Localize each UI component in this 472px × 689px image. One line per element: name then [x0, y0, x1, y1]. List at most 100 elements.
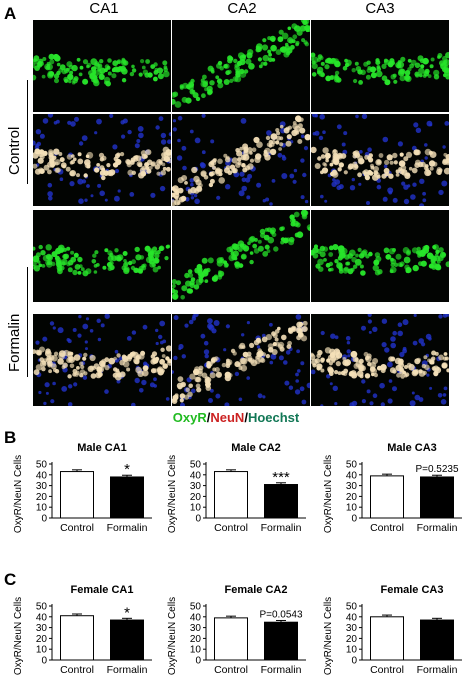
- y-tick-label: 10: [346, 645, 358, 656]
- micrograph-control-oxyr-ca1: [33, 20, 171, 112]
- bar-chart-2: Male CA2 OxyR/NeuN Cells 0 10 20 30 40 50 Contro…: [162, 440, 312, 547]
- panel-c-label: C: [4, 570, 17, 589]
- y-tick-label: 40: [346, 470, 358, 481]
- x-tick-label: Formalin: [417, 664, 458, 676]
- column-header-ca1: CA1: [89, 0, 119, 17]
- row-bracket-formalin: [27, 267, 28, 377]
- x-tick-label: Control: [370, 664, 404, 676]
- micrograph-control-merge-ca1: [33, 114, 171, 206]
- bar-chart-6: Female CA3 OxyR/NeuN Cells 0 10 20 30 40 50 Cont…: [318, 582, 468, 689]
- bar-control: [60, 615, 94, 661]
- y-tick-label: 50: [190, 460, 202, 471]
- x-tick-label: Formalin: [261, 522, 302, 534]
- micrograph-formalin-merge-ca2: [172, 314, 310, 406]
- y-axis-label: OxyR/NeuN Cells: [167, 597, 178, 675]
- stain-sep-1: /: [206, 410, 211, 425]
- y-tick-label: 10: [36, 645, 48, 656]
- y-axis-label: OxyR/NeuN Cells: [13, 455, 24, 533]
- y-tick-label: 30: [346, 481, 358, 492]
- panel-b-label: B: [4, 428, 17, 447]
- y-tick-label: 40: [36, 470, 48, 481]
- y-tick-label: 0: [351, 656, 357, 667]
- bar-formalin: [420, 619, 454, 661]
- y-tick-label: 20: [346, 492, 358, 503]
- bar-formalin: [264, 484, 298, 519]
- x-tick-label: Control: [60, 522, 94, 534]
- chart-title: Female CA1: [71, 584, 134, 596]
- y-tick-label: 0: [195, 656, 201, 667]
- row-bracket-control: [27, 80, 28, 184]
- y-tick-label: 50: [346, 460, 358, 471]
- y-tick-label: 10: [36, 503, 48, 514]
- stain-hoechst: Hoechst: [247, 410, 300, 425]
- y-axis-label: OxyR/NeuN Cells: [13, 597, 24, 675]
- y-tick-label: 20: [190, 492, 202, 503]
- chart-title: Male CA2: [231, 442, 281, 454]
- y-tick-label: 30: [36, 481, 48, 492]
- micrograph-formalin-merge-ca1: [33, 314, 171, 406]
- x-tick-label: Control: [214, 522, 248, 534]
- micrograph-formalin-oxyr-ca1: [33, 210, 171, 302]
- micrograph-control-oxyr-ca3: [311, 20, 449, 112]
- bar-chart-5: Female CA2 OxyR/NeuN Cells 0 10 20 30 40 50 Cont…: [162, 582, 312, 689]
- x-tick-label: Control: [60, 664, 94, 676]
- micrograph-control-merge-ca3: [311, 114, 449, 206]
- y-tick-label: 30: [190, 481, 202, 492]
- x-tick-label: Formalin: [417, 522, 458, 534]
- y-tick-label: 10: [346, 503, 358, 514]
- x-tick-label: Formalin: [107, 664, 148, 676]
- column-header-ca2: CA2: [227, 0, 257, 17]
- micrograph-control-oxyr-ca2: [172, 20, 310, 112]
- significance-annotation: ***: [272, 469, 290, 486]
- chart-title: Female CA2: [225, 584, 288, 596]
- y-tick-label: 30: [190, 623, 202, 634]
- stain-sep-2: /: [244, 410, 248, 425]
- significance-annotation: P=0.0543: [259, 609, 303, 620]
- y-axis-label: OxyR/NeuN Cells: [323, 455, 334, 533]
- bar-formalin: [264, 621, 298, 661]
- bar-formalin: [110, 476, 144, 519]
- y-tick-label: 50: [36, 602, 48, 613]
- bar-control: [214, 471, 248, 519]
- y-tick-label: 50: [36, 460, 48, 471]
- row-label-control: Control: [6, 126, 23, 175]
- x-tick-label: Formalin: [261, 664, 302, 676]
- stain-legend: OxyR/NeuN/Hoechst: [0, 410, 472, 425]
- chart-title: Female CA3: [381, 584, 444, 596]
- y-tick-label: 0: [41, 656, 47, 667]
- y-tick-label: 30: [346, 623, 358, 634]
- bar-chart-3: Male CA3 OxyR/NeuN Cells 0 10 20 30 40 50 Contro…: [318, 440, 468, 547]
- bar-formalin: [420, 476, 454, 519]
- x-tick-label: Control: [370, 522, 404, 534]
- micrograph-formalin-merge-ca3: [311, 314, 449, 406]
- y-tick-label: 50: [346, 602, 358, 613]
- y-tick-label: 40: [190, 612, 202, 623]
- significance-annotation: *: [124, 461, 130, 478]
- y-axis-label: OxyR/NeuN Cells: [167, 455, 178, 533]
- bar-formalin: [110, 619, 144, 661]
- bar-chart-1: Male CA1 OxyR/NeuN Cells 0 10 20 30 40 50 Contro…: [8, 440, 158, 547]
- bar-chart-4: Female CA1 OxyR/NeuN Cells 0 10 20 30 40 50 Cont…: [8, 582, 158, 689]
- y-tick-label: 0: [41, 514, 47, 525]
- y-tick-label: 40: [346, 612, 358, 623]
- panel-a-label: A: [4, 4, 17, 23]
- chart-title: Male CA1: [77, 442, 127, 454]
- significance-annotation: *: [124, 604, 130, 621]
- row-label-formalin: Formalin: [6, 313, 23, 372]
- y-tick-label: 10: [190, 503, 202, 514]
- y-tick-label: 50: [190, 602, 202, 613]
- y-axis-label: OxyR/NeuN Cells: [323, 597, 334, 675]
- y-tick-label: 20: [36, 634, 48, 645]
- stain-neun: NeuN: [210, 410, 245, 425]
- y-tick-label: 40: [36, 612, 48, 623]
- y-tick-label: 20: [190, 634, 202, 645]
- y-tick-label: 40: [190, 470, 202, 481]
- y-tick-label: 10: [190, 645, 202, 656]
- bar-control: [60, 471, 94, 519]
- y-tick-label: 0: [195, 514, 201, 525]
